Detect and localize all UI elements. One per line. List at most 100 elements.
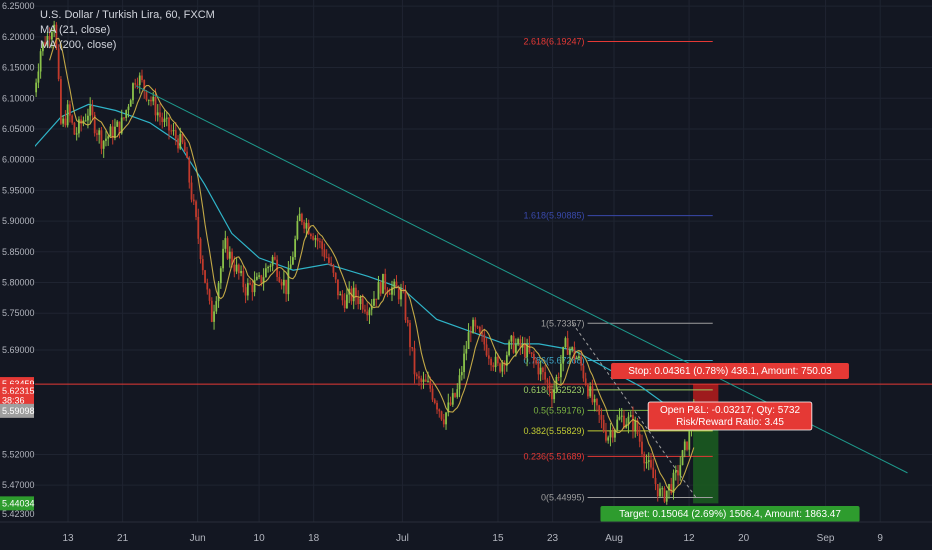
candle-up [98, 130, 101, 135]
candle-down [663, 488, 666, 502]
candle-up [377, 281, 380, 300]
candle-down [623, 415, 625, 428]
price-axis[interactable]: 6.25000 6.20000 6.15000 6.10000 6.05000 6.000… [0, 0, 35, 550]
candle-down [325, 257, 328, 259]
candle-down [602, 419, 605, 431]
candle-down [388, 292, 391, 295]
candle-down [181, 133, 184, 143]
candle-up [634, 420, 637, 431]
price-tag-bg [0, 496, 34, 511]
candle-down [431, 388, 434, 400]
candle-down [195, 201, 197, 217]
candle-up [258, 275, 260, 277]
candle-down [366, 311, 369, 316]
candle-down [100, 130, 103, 149]
candle-up [679, 465, 682, 476]
candle-down [454, 393, 456, 397]
time-tick-label: Sep [817, 533, 835, 544]
candle-up [287, 268, 290, 295]
candle-down [316, 238, 319, 242]
candle-up [179, 133, 182, 149]
candle-down [632, 415, 634, 431]
price-tick-label: 5.90000 [2, 216, 35, 226]
candle-down [136, 84, 139, 86]
candle-down [596, 398, 598, 406]
price-tick-label: 5.47000 [2, 480, 35, 490]
candle-down [535, 360, 538, 364]
price-tick-label: 5.75000 [2, 308, 35, 318]
candle-down [161, 117, 164, 123]
time-axis[interactable]: 13 21 Jun 10 18 Jul 15 23 Aug 12 20 Sep 9 [0, 521, 932, 550]
candle-down [201, 259, 204, 271]
candle-down [478, 327, 481, 333]
candle-up [107, 136, 110, 139]
time-tick-label: 13 [62, 533, 74, 544]
candle-down [404, 291, 407, 321]
candle-up [267, 266, 270, 269]
candle-up [264, 268, 267, 278]
candle-down [442, 419, 445, 425]
candle-down [438, 409, 441, 412]
candle-down [93, 114, 96, 134]
candle-up [647, 460, 650, 462]
candle-down [420, 378, 423, 382]
candle-up [37, 71, 40, 83]
candle-up [400, 289, 402, 300]
candle-up [460, 372, 463, 376]
candle-down [334, 272, 337, 280]
candle-up [526, 344, 529, 358]
candle-up [138, 75, 141, 85]
candle-down [183, 142, 186, 152]
candle-down [544, 372, 547, 380]
candle-down [64, 118, 67, 126]
ma200-legend[interactable]: MA (200, close) [40, 39, 117, 51]
candle-down [186, 151, 188, 158]
time-tick-label: 9 [877, 533, 883, 544]
symbol-title[interactable]: U.S. Dollar / Turkish Lira, 60, FXCM [40, 9, 215, 21]
candle-up [39, 51, 42, 72]
candle-up [129, 100, 132, 107]
candle-down [584, 378, 587, 386]
candle-down [424, 379, 427, 382]
candle-down [413, 348, 416, 375]
candle-down [303, 222, 306, 229]
time-tick-label: Aug [605, 533, 623, 544]
candle-up [618, 416, 621, 420]
candle-up [269, 265, 272, 267]
candle-up [228, 251, 231, 259]
stop-label-box [611, 363, 849, 379]
candle-down [300, 213, 303, 223]
candle-up [609, 431, 612, 438]
time-tick-label: 15 [492, 533, 504, 544]
price-tick-label: 5.80000 [2, 277, 35, 287]
candle-down [654, 478, 657, 485]
time-tick-label: 12 [684, 533, 696, 544]
candle-up [339, 294, 342, 296]
candle-down [541, 367, 544, 373]
candle-down [69, 104, 71, 116]
candle-down [636, 420, 639, 434]
candle-down [208, 289, 211, 301]
candle-down [199, 238, 202, 260]
price-tag-label: 38:36 [2, 396, 25, 406]
fib-level-label: 0.236(5.51689) [524, 451, 585, 461]
candle-down [481, 332, 483, 335]
time-tick-label: 10 [254, 533, 266, 544]
candle-down [598, 405, 601, 415]
fib-level-label: 0(5.44995) [541, 492, 585, 502]
candle-up [382, 273, 384, 294]
candle-up [50, 32, 53, 40]
price-tag-label: 5.63459 [2, 379, 35, 389]
candle-up [147, 99, 150, 101]
candle-up [41, 42, 44, 52]
candle-up [87, 115, 89, 121]
candle-down [638, 433, 641, 442]
candle-up [215, 301, 218, 312]
candle-up [467, 332, 470, 350]
fib-level-label: 0.5(5.59176) [534, 405, 585, 415]
candle-down [123, 117, 125, 119]
candle-down [204, 270, 206, 283]
ma21-legend[interactable]: MA (21, close) [40, 24, 111, 36]
candle-up [465, 349, 468, 354]
